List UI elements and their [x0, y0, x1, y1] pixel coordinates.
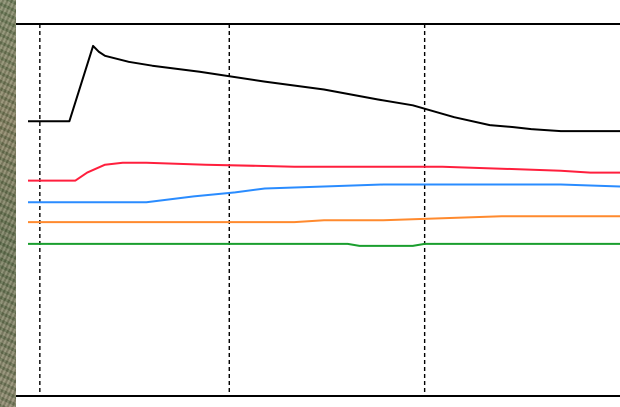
series-line-3 [28, 183, 620, 204]
series-line-2 [28, 161, 620, 182]
plot-background [16, 24, 620, 396]
vertical-gridlines [39, 24, 426, 396]
series-layer [28, 44, 620, 247]
background-photo-strip [0, 0, 16, 407]
series-line-5 [28, 242, 620, 247]
series-line-1 [28, 44, 620, 133]
series-line-4 [28, 215, 620, 224]
